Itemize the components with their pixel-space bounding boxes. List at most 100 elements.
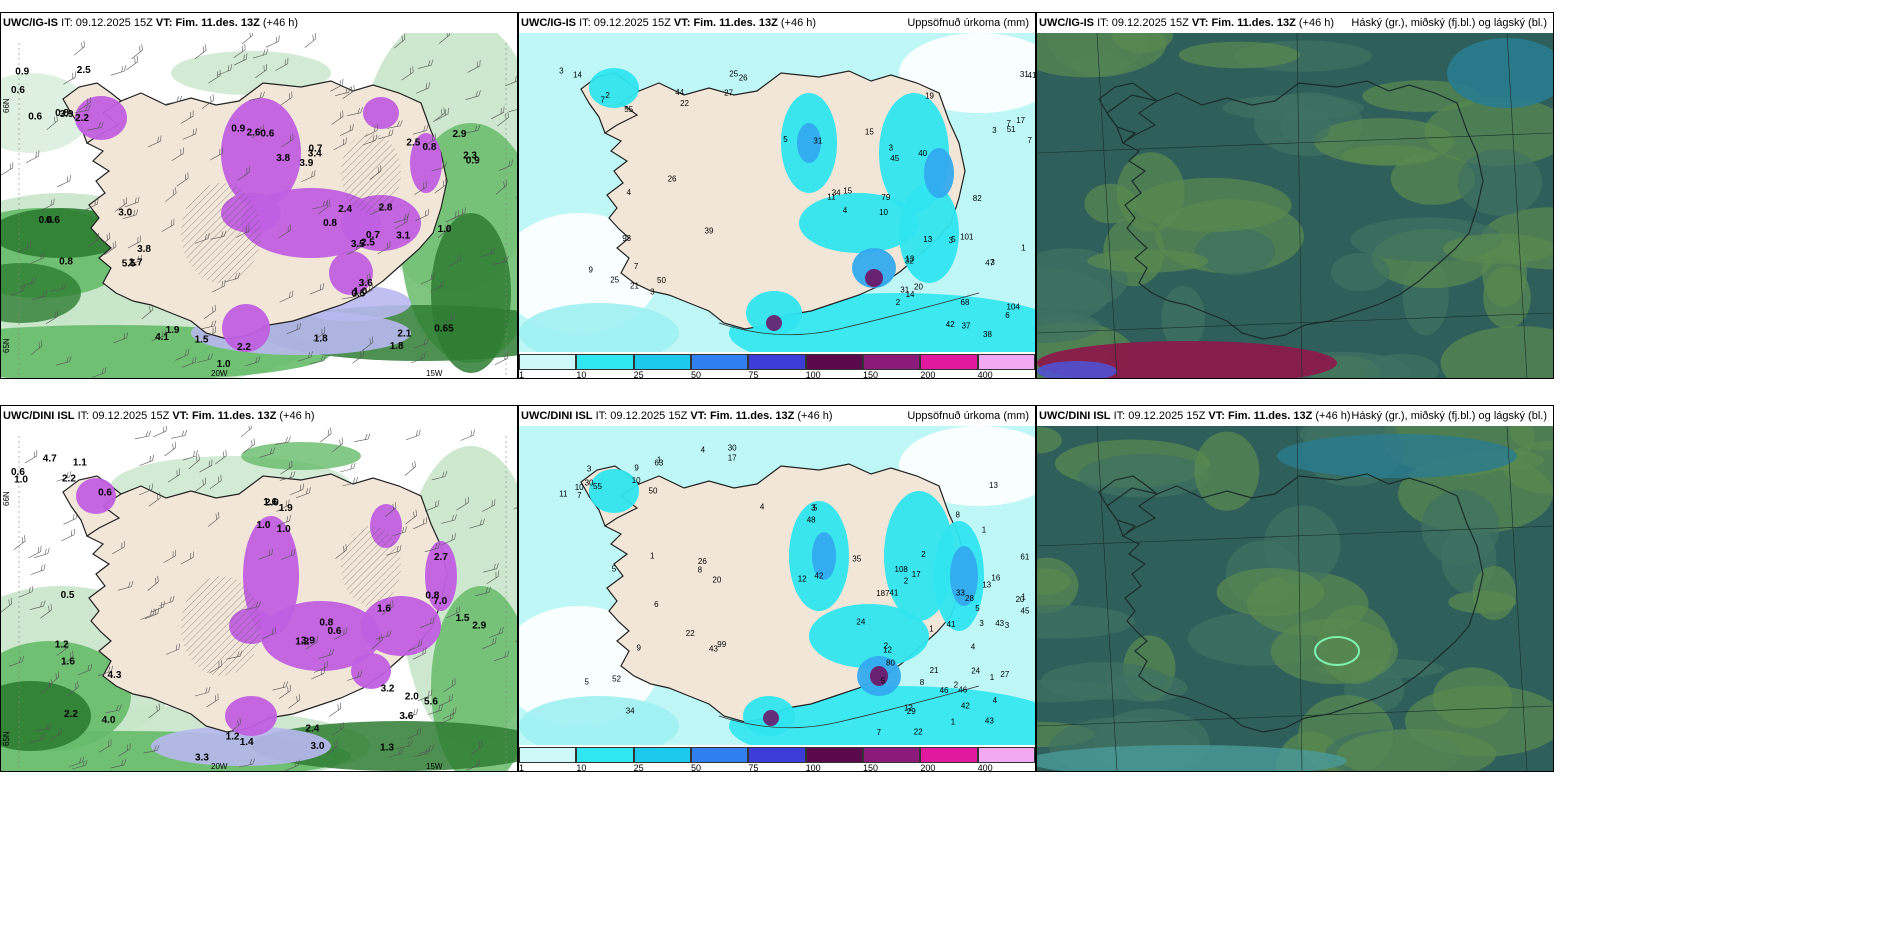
- panel-title: Háský (gr.), miðský (fj.bl.) og lágský (…: [1351, 17, 1547, 29]
- accum-value: 1: [982, 526, 987, 535]
- accum-value: 43: [985, 716, 994, 725]
- precip-value: 3.6: [399, 711, 413, 722]
- wind-barb: [30, 564, 46, 575]
- it-label: IT:: [595, 410, 608, 422]
- init-time: 09.12.2025 15Z: [75, 17, 153, 29]
- wind-barb: [74, 104, 91, 114]
- wind-barb: [346, 107, 363, 116]
- wind-barb: [127, 254, 142, 266]
- cloud-area: [1037, 309, 1102, 344]
- accum-value: 6: [654, 600, 659, 609]
- wind-barb: [419, 616, 435, 628]
- precip-value: 1.5: [195, 335, 209, 346]
- precip-value: 1.0: [217, 359, 231, 370]
- wind-barb: [61, 528, 75, 542]
- accum-value: 4: [627, 188, 632, 197]
- wind-barb: [446, 606, 461, 619]
- wind-barb: [1, 161, 14, 176]
- wind-barb: [384, 501, 397, 517]
- precip-value: 0.8: [425, 591, 439, 602]
- precip-value: 2.5: [406, 138, 420, 149]
- wind-barb: [85, 198, 99, 211]
- wind-barb: [275, 57, 289, 71]
- precip-value: 0.7: [309, 143, 323, 154]
- valid-time: Fim. 11.des. 13Z: [1211, 17, 1296, 29]
- legend-swatch: [863, 747, 921, 763]
- legend-label: 200: [920, 763, 936, 772]
- accum-value: 4: [971, 643, 976, 652]
- wind-barb: [224, 272, 240, 283]
- precip-value: 0.8: [319, 617, 333, 628]
- wind-barb: [280, 548, 296, 560]
- precip-area: [763, 710, 779, 726]
- accum-value: 93: [622, 234, 631, 243]
- accum-value: 187: [876, 589, 890, 598]
- wind-barb: [272, 681, 288, 691]
- cloud-area: [1194, 431, 1260, 511]
- precip-value: 1.6: [61, 656, 75, 667]
- wind-barb: [98, 665, 114, 676]
- wind-barb: [378, 129, 394, 140]
- accum-value: 9: [589, 266, 594, 275]
- wind-barb: [411, 352, 426, 364]
- wind-barb: [240, 426, 253, 438]
- wind-barb: [194, 44, 207, 60]
- accum-value: 39: [705, 227, 714, 236]
- accum-value: 7: [1007, 119, 1012, 128]
- wind-barb: [25, 150, 40, 163]
- mixed-precip-hatch: [181, 183, 261, 283]
- valid-time: Fim. 11.des. 13Z: [191, 410, 277, 422]
- wind-barb: [217, 64, 233, 76]
- accum-value: 5: [975, 604, 980, 613]
- precip-value: 2.2: [237, 342, 251, 353]
- wind-barb: [377, 241, 391, 255]
- accum-value: 10: [879, 208, 888, 217]
- graticule-label: 66N: [2, 98, 11, 113]
- iceland-coast: [1106, 80, 1484, 340]
- wind-barb: [423, 133, 436, 147]
- wind-barb: [151, 329, 167, 341]
- wind-barb: [62, 650, 74, 666]
- legend-swatch: [633, 354, 691, 370]
- graticule-label: 15W: [426, 762, 443, 771]
- precip-value: 3.5: [351, 239, 365, 250]
- wind-barb: [320, 427, 332, 443]
- wind-barb: [331, 722, 344, 737]
- wind-barb: [362, 134, 378, 146]
- legend-swatch: [977, 354, 1035, 370]
- wind-barb: [20, 276, 37, 287]
- cloud-area: [1263, 505, 1341, 585]
- wind-barb: [347, 670, 363, 681]
- accum-value: 1: [951, 718, 956, 727]
- lead-time: (+46 h): [797, 410, 833, 422]
- accum-value: 5: [612, 565, 617, 574]
- init-time: 09.12.2025 15Z: [610, 410, 688, 422]
- legend-label: 1: [519, 370, 525, 379]
- cloud-area: [1313, 118, 1454, 165]
- precip-band: [241, 442, 361, 470]
- model-name: UWC/DINI ISL: [521, 410, 593, 422]
- precip-value: 1.1: [73, 458, 87, 469]
- precip-value: 2.9: [453, 129, 467, 140]
- precip-area: [797, 123, 821, 163]
- snow-area: [261, 601, 381, 671]
- wind-barb: [424, 542, 441, 553]
- panel-ig-accum-precip: UWC/IG-IS IT: 09.12.2025 15Z VT: Fim. 11…: [518, 12, 1036, 379]
- graticule-line: [1096, 426, 1118, 771]
- wind-barb: [364, 124, 378, 137]
- wind-barb: [131, 44, 143, 60]
- accum-value: 30: [728, 444, 737, 453]
- precip-area: [746, 291, 802, 335]
- wind-barb: [428, 704, 444, 715]
- cloud-area: [1037, 557, 1079, 614]
- wind-barb: [262, 626, 277, 639]
- accum-value: 3: [889, 144, 894, 153]
- model-name: UWC/DINI ISL: [1039, 410, 1111, 422]
- wind-barb: [161, 218, 175, 232]
- wind-barb: [278, 224, 292, 238]
- precip-value: 4.7: [43, 453, 57, 464]
- accum-value: 99: [717, 640, 726, 649]
- precip-value: 4.0: [102, 715, 116, 726]
- precip-value: 2.4: [305, 724, 319, 735]
- wind-barb: [127, 235, 141, 249]
